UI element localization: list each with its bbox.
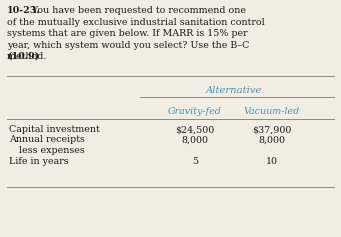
Text: Vacuum-led: Vacuum-led [244, 107, 300, 116]
Text: less expenses: less expenses [13, 146, 85, 155]
Text: 5: 5 [192, 156, 198, 165]
Text: 8,000: 8,000 [181, 136, 208, 145]
Text: $37,900: $37,900 [252, 125, 292, 134]
Text: of the mutually exclusive industrial sanitation control: of the mutually exclusive industrial san… [7, 18, 265, 27]
Text: method.: method. [7, 52, 49, 61]
Text: 10: 10 [266, 156, 278, 165]
Text: Gravity-fed: Gravity-fed [168, 107, 222, 116]
Text: Alternative: Alternative [205, 86, 262, 95]
Text: (10.9): (10.9) [7, 52, 39, 61]
Text: Capital investment: Capital investment [9, 125, 100, 134]
Text: 8,000: 8,000 [258, 136, 285, 145]
Text: $24,500: $24,500 [175, 125, 214, 134]
Text: year, which system would you select? Use the B–C: year, which system would you select? Use… [7, 41, 249, 50]
Text: Annual receipts: Annual receipts [9, 136, 85, 145]
Text: You have been requested to recommend one: You have been requested to recommend one [29, 6, 246, 15]
Text: Life in years: Life in years [9, 156, 69, 165]
Text: systems that are given below. If MARR is 15% per: systems that are given below. If MARR is… [7, 29, 248, 38]
Text: 10-23.: 10-23. [7, 6, 41, 15]
